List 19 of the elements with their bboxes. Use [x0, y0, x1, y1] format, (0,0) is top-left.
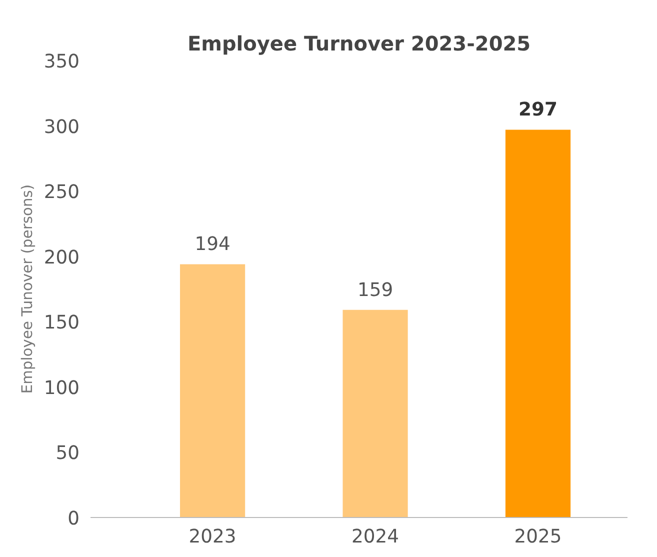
data-label: 159	[357, 280, 394, 301]
y-tick-label: 50	[56, 443, 80, 464]
y-axis-title: Employee Tunover (persons)	[18, 184, 36, 394]
chart-title: Employee Turnover 2023-2025	[187, 32, 531, 56]
bar	[342, 310, 408, 518]
y-tick-label: 200	[44, 247, 80, 268]
y-tick-label: 100	[44, 378, 80, 399]
y-tick-label: 250	[44, 182, 80, 204]
bar	[180, 264, 246, 518]
y-tick-label: 300	[44, 116, 80, 138]
x-tick-label: 2023	[188, 526, 236, 548]
bar	[505, 130, 571, 518]
y-tick-label: 0	[68, 508, 80, 530]
y-tick-label: 350	[44, 52, 80, 72]
y-tick-label: 150	[44, 312, 80, 334]
x-tick-label: 2025	[514, 526, 562, 548]
data-label: 194	[194, 234, 230, 256]
data-label: 297	[518, 100, 558, 121]
x-tick-label: 2024	[352, 526, 400, 548]
